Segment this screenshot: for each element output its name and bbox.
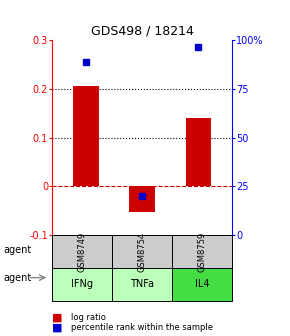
Text: agent: agent (3, 272, 31, 283)
Bar (52, 268, 112, 301)
Text: ■: ■ (52, 323, 63, 333)
Bar (52, 235, 112, 268)
Text: percentile rank within the sample: percentile rank within the sample (71, 323, 213, 332)
Text: ■: ■ (52, 312, 63, 323)
Bar (186, 118, 211, 186)
Text: GSM8749: GSM8749 (78, 232, 87, 272)
Text: IL4: IL4 (195, 279, 209, 289)
Bar (112, 235, 172, 268)
Bar (112, 268, 172, 301)
Text: agent: agent (3, 245, 31, 255)
Bar (129, 186, 155, 212)
Bar (172, 268, 232, 301)
Text: IFNg: IFNg (71, 279, 93, 289)
Text: log ratio: log ratio (71, 313, 106, 322)
Bar (172, 235, 232, 268)
Bar (73, 86, 99, 186)
Text: TNFa: TNFa (130, 279, 154, 289)
Text: GSM8759: GSM8759 (197, 232, 206, 272)
Title: GDS498 / 18214: GDS498 / 18214 (91, 25, 193, 38)
Text: GSM8754: GSM8754 (137, 232, 147, 272)
